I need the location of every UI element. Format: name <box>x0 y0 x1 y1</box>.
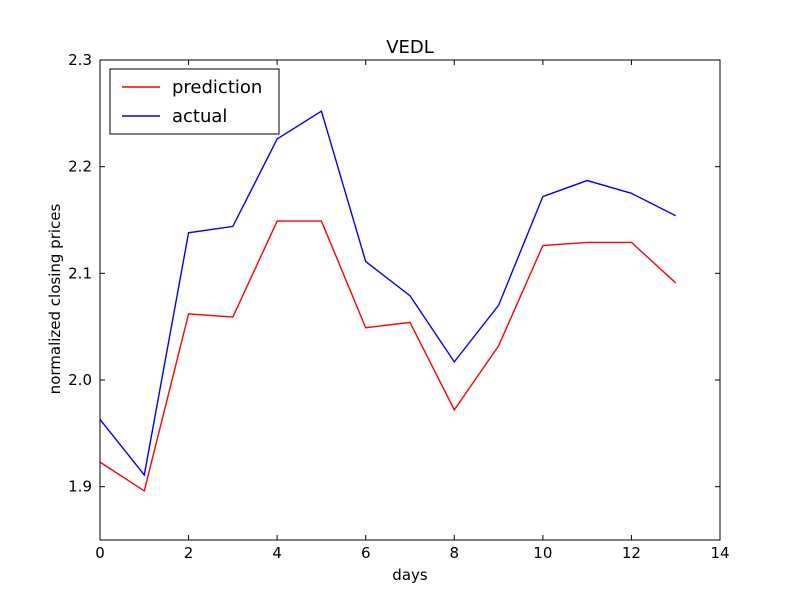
legend-label-actual: actual <box>172 106 227 127</box>
x-tick-label: 14 <box>710 544 729 562</box>
y-tick-label: 2.1 <box>68 264 92 282</box>
x-tick-label: 6 <box>361 544 371 562</box>
y-tick-label: 2.2 <box>68 158 92 176</box>
chart-title: VEDL <box>386 37 434 58</box>
x-tick-label: 4 <box>272 544 282 562</box>
x-tick-label: 2 <box>184 544 194 562</box>
y-tick-label: 2.0 <box>68 371 92 389</box>
x-tick-label: 12 <box>622 544 641 562</box>
x-tick-label: 10 <box>533 544 552 562</box>
y-tick-label: 2.3 <box>68 51 92 69</box>
legend-label-prediction: prediction <box>172 77 262 98</box>
y-tick-label: 1.9 <box>68 478 92 496</box>
y-axis-label: normalized closing prices <box>46 204 64 395</box>
legend: prediction actual <box>110 69 279 134</box>
x-tick-label: 0 <box>95 544 105 562</box>
x-axis-label: days <box>392 566 428 584</box>
x-tick-label: 8 <box>450 544 460 562</box>
